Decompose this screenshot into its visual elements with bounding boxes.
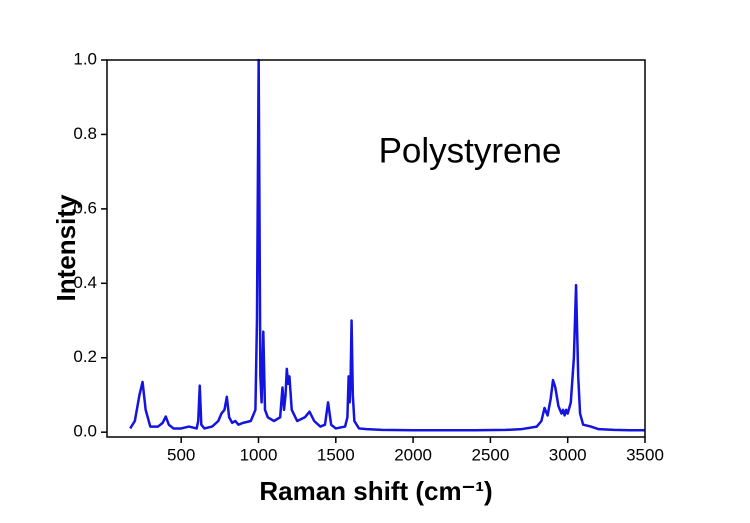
x-tick-label: 2500 [471, 445, 509, 464]
y-tick-label: 0.2 [73, 347, 97, 366]
y-tick-label: 0.8 [73, 124, 97, 143]
x-tick-label: 3000 [549, 445, 587, 464]
x-tick-label: 500 [167, 445, 195, 464]
x-tick-label: 1500 [317, 445, 355, 464]
x-axis-title: Raman shift (cm⁻¹) [259, 476, 492, 506]
spectrum-line [129, 58, 645, 432]
x-tick-label: 1000 [240, 445, 278, 464]
x-tick-label: 2000 [394, 445, 432, 464]
x-tick-label: 3500 [626, 445, 664, 464]
y-tick-label: 0.4 [73, 273, 97, 292]
y-tick-label: 1.0 [73, 49, 97, 68]
y-tick-label: 0.0 [73, 422, 97, 441]
y-tick-label: 0.6 [73, 198, 97, 217]
y-axis-title: Intensity [51, 194, 81, 301]
plot-frame [106, 59, 646, 438]
annotation: Polystyrene [379, 131, 562, 170]
